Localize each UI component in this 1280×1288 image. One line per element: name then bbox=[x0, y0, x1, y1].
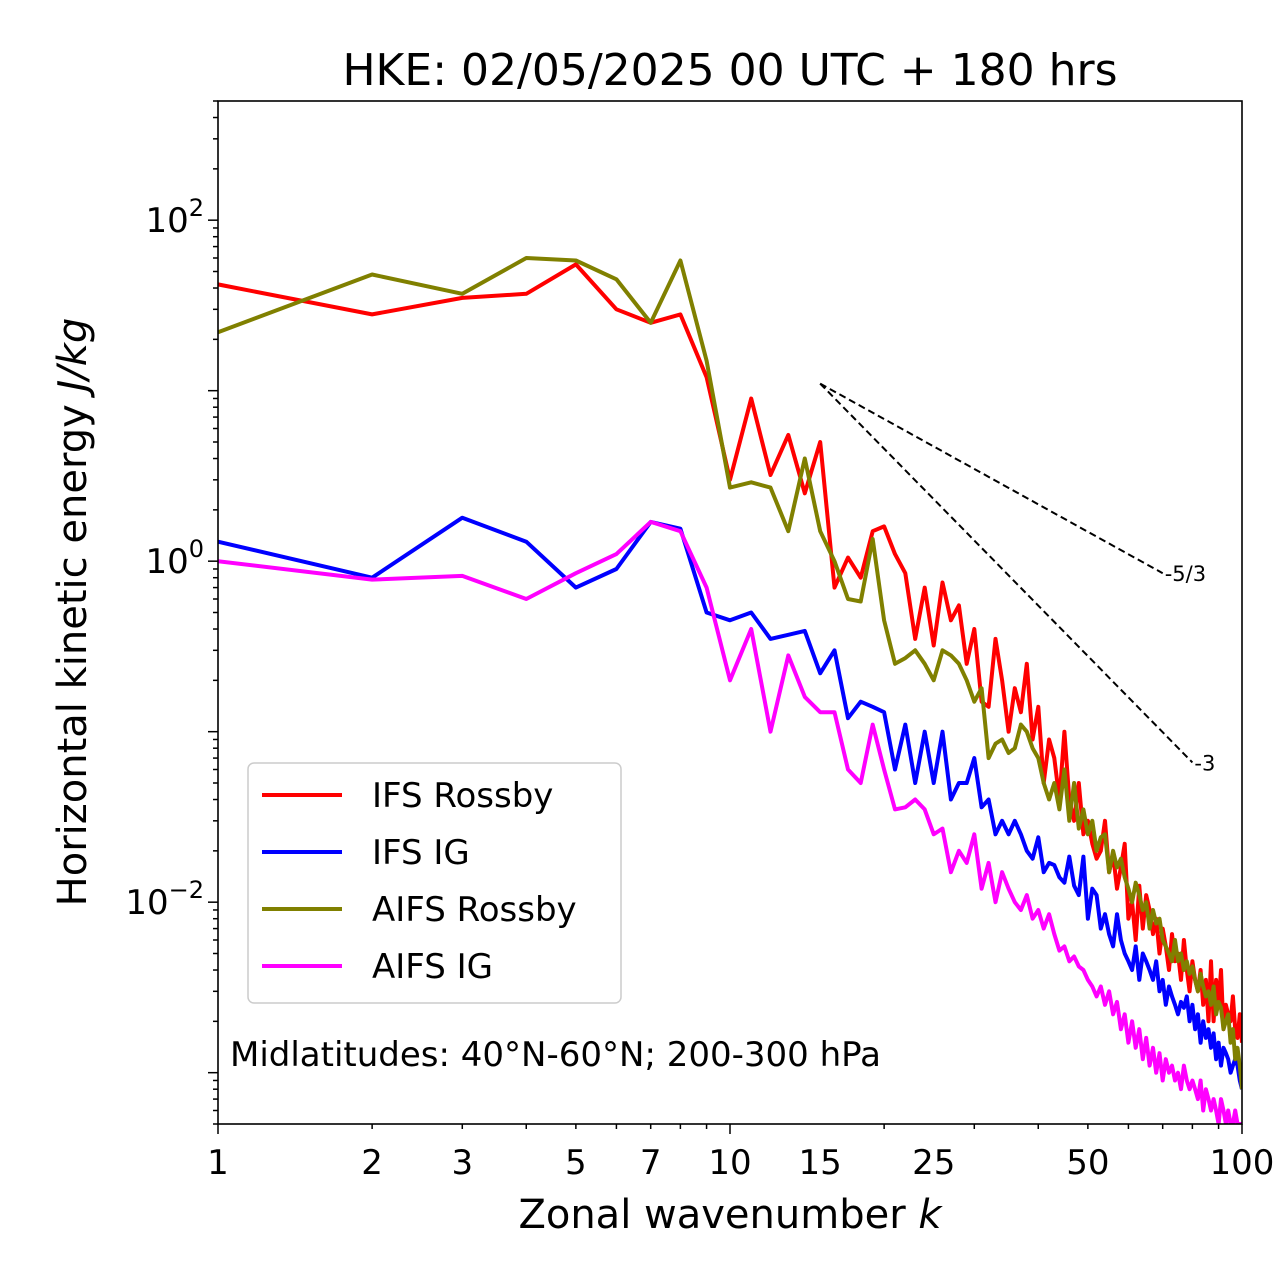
plot-area: -5/3 -3 1 2 3 5 7 10 15 25 50 100 102 100 10−2 bbox=[125, 100, 1274, 1183]
y-axis-label-unit: J/kg bbox=[50, 318, 96, 399]
x-axis-label: Zonal wavenumber k bbox=[518, 1192, 943, 1238]
series-line-2 bbox=[218, 256, 1242, 1090]
x-tick-label: 25 bbox=[912, 1143, 955, 1183]
x-tick-label: 15 bbox=[799, 1143, 842, 1183]
reference-lines: -5/3 -3 bbox=[819, 382, 1215, 775]
series-line-3 bbox=[218, 519, 1242, 1124]
x-tick-label: 50 bbox=[1066, 1143, 1109, 1183]
legend-box bbox=[247, 762, 622, 1004]
reference-line-label-0: -5/3 bbox=[1165, 562, 1206, 586]
x-axis-label-var: k bbox=[918, 1192, 943, 1238]
x-tick-label: 1 bbox=[207, 1143, 229, 1183]
x-tick-label: 10 bbox=[708, 1143, 751, 1183]
legend-label-2: AIFS Rossby bbox=[372, 890, 577, 930]
y-tick-label: 102 bbox=[145, 194, 204, 241]
legend-label-0: IFS Rossby bbox=[372, 776, 553, 816]
x-tick-label: 100 bbox=[1210, 1143, 1275, 1183]
x-tick-label: 2 bbox=[361, 1143, 383, 1183]
x-axis-label-text: Zonal wavenumber bbox=[518, 1192, 918, 1238]
y-axis-ticks: 102 100 10−2 bbox=[125, 100, 218, 1125]
reference-line-label-1: -3 bbox=[1194, 751, 1215, 775]
y-axis-label-text: Horizontal kinetic energy bbox=[50, 392, 96, 907]
legend-entries: IFS Rossby IFS IG AIFS Rossby AIFS IG bbox=[262, 776, 577, 987]
y-tick-label: 100 bbox=[145, 535, 204, 582]
series-layer bbox=[218, 256, 1242, 1124]
legend-label-3: AIFS IG bbox=[372, 947, 493, 987]
x-tick-label: 3 bbox=[451, 1143, 473, 1183]
x-tick-label: 5 bbox=[565, 1143, 587, 1183]
x-tick-label: 7 bbox=[640, 1143, 662, 1183]
legend-label-1: IFS IG bbox=[372, 833, 470, 873]
reference-line-1 bbox=[819, 382, 1194, 764]
chart-title: HKE: 02/05/2025 00 UTC + 180 hrs bbox=[342, 45, 1117, 96]
legend: IFS Rossby IFS IG AIFS Rossby AIFS IG bbox=[247, 762, 622, 1004]
y-tick-label: 10−2 bbox=[125, 876, 204, 923]
x-axis-ticks: 1 2 3 5 7 10 15 25 50 100 bbox=[207, 1124, 1274, 1183]
series-line-1 bbox=[218, 515, 1242, 1090]
region-annotation: Midlatitudes: 40°N-60°N; 200-300 hPa bbox=[230, 1035, 881, 1075]
y-axis-label: Horizontal kinetic energy J/kg bbox=[50, 318, 96, 907]
